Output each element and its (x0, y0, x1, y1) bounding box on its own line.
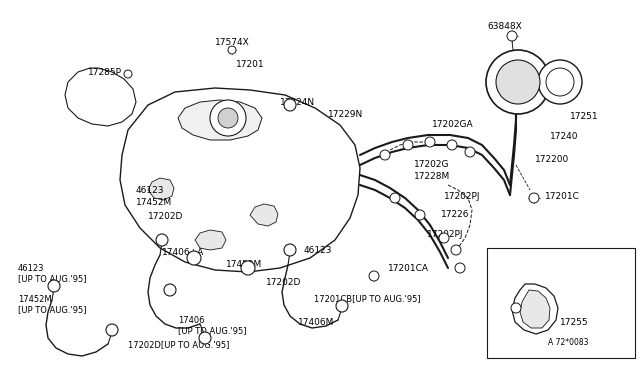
Text: 17201CA: 17201CA (388, 264, 429, 273)
Circle shape (455, 263, 465, 273)
Text: 63848X: 63848X (487, 22, 522, 31)
Circle shape (415, 210, 425, 220)
Text: 17574X: 17574X (215, 38, 250, 47)
Circle shape (451, 245, 461, 255)
Polygon shape (512, 284, 558, 334)
Text: 17201C: 17201C (545, 192, 580, 201)
Text: 46123: 46123 (136, 186, 164, 195)
Circle shape (390, 193, 400, 203)
Circle shape (187, 251, 201, 265)
Circle shape (403, 140, 413, 150)
Text: 17251: 17251 (570, 112, 598, 121)
Text: 17202G: 17202G (414, 160, 449, 169)
Text: 17202PJ: 17202PJ (427, 230, 463, 239)
Circle shape (156, 234, 168, 246)
Text: 17202GA: 17202GA (432, 120, 474, 129)
Circle shape (507, 31, 517, 41)
Text: 17224N: 17224N (280, 98, 315, 107)
Circle shape (228, 46, 236, 54)
Circle shape (546, 68, 574, 96)
Circle shape (511, 303, 521, 313)
Circle shape (439, 233, 449, 243)
Circle shape (486, 50, 550, 114)
Text: 17452M: 17452M (136, 198, 172, 207)
Text: 17202D: 17202D (148, 212, 184, 221)
Polygon shape (148, 178, 174, 200)
Circle shape (369, 271, 379, 281)
Text: 17406M: 17406M (298, 318, 334, 327)
Circle shape (447, 140, 457, 150)
Text: 17201: 17201 (236, 60, 264, 69)
Circle shape (106, 324, 118, 336)
Text: 17406+A: 17406+A (162, 248, 204, 257)
Circle shape (380, 150, 390, 160)
Text: 17226: 17226 (441, 210, 470, 219)
Text: 17406
[UP TO AUG.'95]: 17406 [UP TO AUG.'95] (178, 316, 246, 336)
Circle shape (210, 100, 246, 136)
Polygon shape (65, 68, 136, 126)
Circle shape (218, 108, 238, 128)
Circle shape (496, 60, 540, 104)
Text: A 72*0083: A 72*0083 (548, 338, 589, 347)
Text: 17202D: 17202D (266, 278, 301, 287)
Polygon shape (178, 100, 262, 140)
Circle shape (199, 332, 211, 344)
Circle shape (465, 147, 475, 157)
Text: 17228M: 17228M (414, 172, 451, 181)
Polygon shape (250, 204, 278, 226)
Polygon shape (195, 230, 226, 250)
Circle shape (241, 261, 255, 275)
Circle shape (425, 137, 435, 147)
Circle shape (538, 60, 582, 104)
Text: 17240: 17240 (550, 132, 579, 141)
Text: 172200: 172200 (535, 155, 569, 164)
Text: 17202D[UP TO AUG.'95]: 17202D[UP TO AUG.'95] (128, 340, 229, 349)
Text: 46123: 46123 (304, 246, 333, 255)
Circle shape (164, 284, 176, 296)
Polygon shape (520, 290, 550, 328)
Text: 17452M
[UP TO AUG.'95]: 17452M [UP TO AUG.'95] (18, 295, 86, 314)
Text: 17201CB[UP TO AUG.'95]: 17201CB[UP TO AUG.'95] (314, 294, 420, 303)
Text: 17285P: 17285P (88, 68, 122, 77)
Polygon shape (120, 88, 360, 272)
Circle shape (48, 280, 60, 292)
Circle shape (124, 70, 132, 78)
Circle shape (529, 193, 539, 203)
Circle shape (284, 244, 296, 256)
Text: 46123
[UP TO AUG.'95]: 46123 [UP TO AUG.'95] (18, 264, 86, 283)
Circle shape (284, 99, 296, 111)
Text: 17202PJ: 17202PJ (444, 192, 481, 201)
Circle shape (336, 300, 348, 312)
Text: 17229N: 17229N (328, 110, 364, 119)
Bar (487, 248, 635, 358)
Text: 17452M: 17452M (226, 260, 262, 269)
Text: 17255: 17255 (560, 318, 589, 327)
